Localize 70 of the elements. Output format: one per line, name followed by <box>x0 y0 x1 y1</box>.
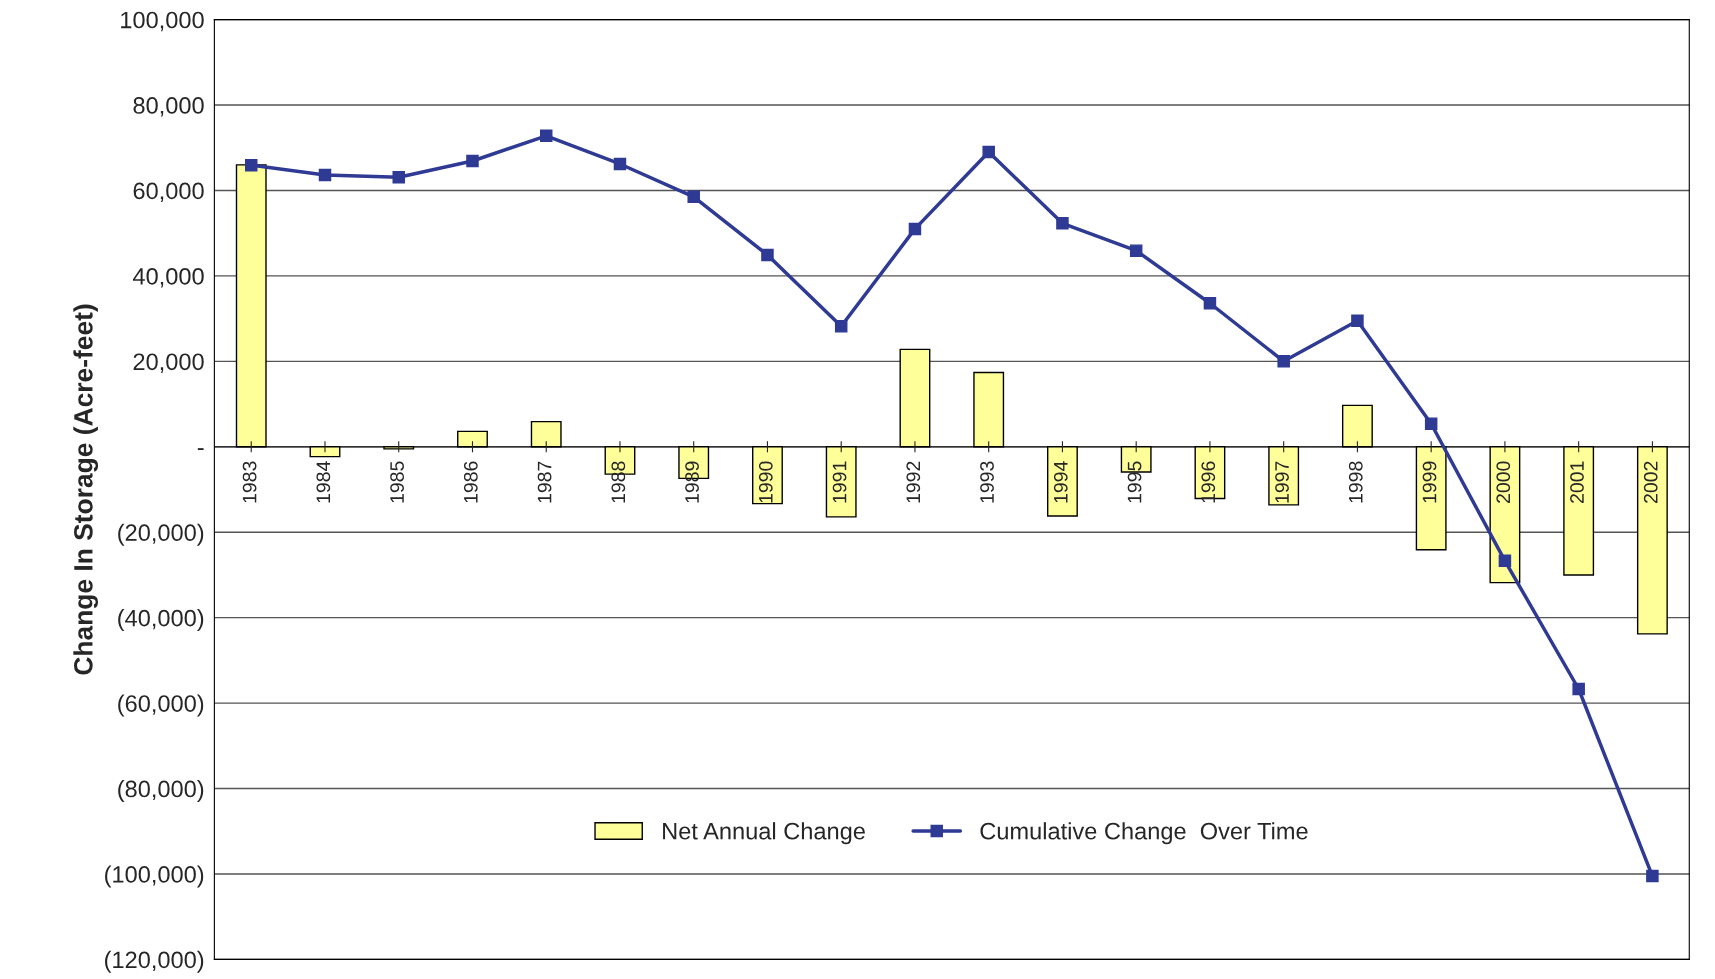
point <box>1572 682 1585 696</box>
bar <box>1046 446 1078 517</box>
x-tick-label: 2001 <box>1570 461 1584 503</box>
point <box>1203 296 1217 310</box>
x-tick-label: 1989 <box>685 461 699 503</box>
legend-label: Net Annual Change <box>663 822 865 845</box>
point <box>687 190 700 204</box>
y-tick-label: 80,000 <box>133 97 204 117</box>
x-tick-label: 1995 <box>1127 461 1142 503</box>
bar <box>530 420 562 448</box>
y-tick-label: (80,000) <box>118 779 204 802</box>
bar <box>1268 446 1300 506</box>
x-tick-label: 1993 <box>980 461 994 503</box>
x-tick-label: 1996 <box>1201 461 1216 503</box>
x-tick-label: 1997 <box>1275 461 1289 503</box>
bar <box>1563 446 1595 576</box>
y-tick-label: (60,000) <box>118 694 204 717</box>
x-tick-label: 1991 <box>832 461 847 503</box>
x-tick-label: 2002 <box>1643 461 1658 503</box>
bar <box>899 348 931 448</box>
x-tick-label: 1992 <box>906 461 921 503</box>
point <box>834 320 848 333</box>
x-tick-label: 1987 <box>537 461 552 503</box>
point <box>1498 554 1512 568</box>
y-tick-label: (40,000) <box>118 609 204 632</box>
x-tick-label: 1990 <box>758 461 773 503</box>
point <box>982 145 995 159</box>
y-tick-label: (120,000) <box>105 950 204 973</box>
x-tick-label: 1985 <box>390 461 404 503</box>
point <box>908 222 922 236</box>
x-tick-label: 1999 <box>1422 461 1437 503</box>
point <box>1277 355 1290 368</box>
bar <box>973 371 1005 448</box>
y-tick-label: (20,000) <box>118 523 204 546</box>
x-tick-label: 1983 <box>242 461 257 503</box>
bar <box>383 446 415 450</box>
point <box>539 129 553 143</box>
point <box>466 154 479 168</box>
x-tick-label: 1998 <box>1348 461 1363 503</box>
point <box>613 157 627 171</box>
point <box>318 168 332 182</box>
bar <box>1341 404 1373 448</box>
point <box>1351 314 1364 328</box>
y-tick-label: (100,000) <box>105 865 204 888</box>
x-tick-label: 1984 <box>316 461 331 503</box>
y-tick-label: - <box>197 448 204 450</box>
bar <box>235 164 267 448</box>
bar <box>825 446 857 518</box>
x-tick-label: 1986 <box>463 461 478 503</box>
x-tick-label: 1988 <box>611 461 626 503</box>
point <box>1646 869 1659 883</box>
point <box>392 170 405 184</box>
point <box>1129 244 1143 257</box>
y-tick-label: 40,000 <box>132 267 204 288</box>
point <box>1056 217 1069 230</box>
bar <box>1489 446 1521 584</box>
x-tick-label: 2000 <box>1496 461 1511 503</box>
point <box>244 159 258 172</box>
bar <box>309 446 341 458</box>
point <box>761 248 774 262</box>
bar <box>457 430 488 448</box>
bar <box>1415 446 1447 551</box>
y-tick-label: 60,000 <box>133 182 204 203</box>
y-tick-label: 100,000 <box>121 11 204 32</box>
x-tick-label: 1994 <box>1053 461 1068 503</box>
y-tick-label: 20,000 <box>133 353 204 373</box>
bar <box>1636 446 1668 635</box>
point <box>1424 417 1438 430</box>
legend-label: Cumulative Change Over Time <box>980 822 1308 845</box>
y-axis-title: Change In Storage (Acre-feet) <box>73 304 99 675</box>
